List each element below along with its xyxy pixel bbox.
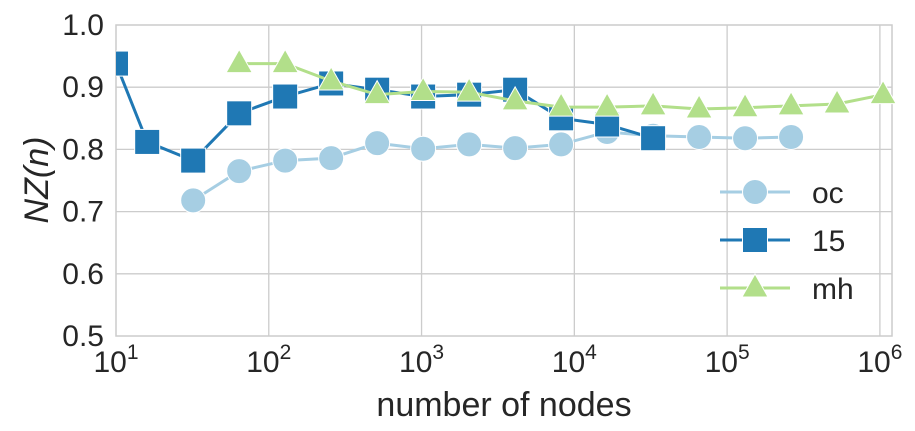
data-point-oc <box>686 123 713 150</box>
data-point-mh <box>363 79 392 105</box>
data-point-mh <box>547 92 575 117</box>
legend-marker-mh <box>741 272 769 298</box>
data-point-15 <box>640 125 667 152</box>
legend-item-mh: mh <box>720 272 854 306</box>
legend-label: 15 <box>812 225 845 258</box>
data-point-mh <box>455 77 483 102</box>
y-tick-label: 1.0 <box>62 9 104 42</box>
x-tick-label: 103 <box>399 341 444 379</box>
data-point-mh <box>409 76 437 102</box>
data-point-15 <box>116 50 129 77</box>
legend-item-oc: oc <box>720 177 844 210</box>
legend: oc 15 mh <box>720 177 854 306</box>
data-point-15 <box>226 100 253 127</box>
x-tick-label: 106 <box>857 341 902 379</box>
data-point-mh <box>731 92 759 118</box>
y-tick-label: 0.9 <box>62 71 104 104</box>
x-tick-labels: 101 102 103 104 105 106 <box>93 341 902 379</box>
data-point-mh <box>777 90 805 116</box>
data-point-mh <box>501 85 529 111</box>
data-point-15 <box>272 83 299 110</box>
data-point-oc <box>778 123 805 150</box>
data-point-oc <box>456 131 483 158</box>
legend-item-15: 15 <box>720 225 845 258</box>
data-point-mh <box>639 90 667 116</box>
legend-label: mh <box>812 273 854 306</box>
y-tick-labels: 0.5 0.6 0.7 0.8 0.9 1.0 <box>62 9 104 353</box>
x-axis-title: number of nodes <box>376 386 631 424</box>
data-point-oc <box>318 145 345 172</box>
y-axis-title: NZ(n) <box>18 137 56 224</box>
data-point-mh <box>823 88 851 114</box>
data-point-mh <box>685 93 713 119</box>
data-point-mh <box>225 48 254 74</box>
y-tick-label: 0.8 <box>62 133 104 166</box>
data-point-oc <box>180 187 207 214</box>
data-point-oc <box>410 135 437 162</box>
data-point-oc <box>732 125 759 152</box>
data-point-mh <box>317 65 346 91</box>
series-mh <box>225 48 897 119</box>
legend-marker-15 <box>742 227 768 253</box>
legend-marker-oc <box>742 179 768 205</box>
legend-label: oc <box>812 177 844 210</box>
data-point-oc <box>272 147 299 174</box>
x-tick-label: 104 <box>552 341 597 379</box>
data-point-mh <box>593 92 621 117</box>
series-layer <box>116 48 897 214</box>
data-point-mh <box>869 79 897 105</box>
data-point-oc <box>226 158 253 185</box>
y-tick-label: 0.5 <box>62 320 104 353</box>
x-tick-label: 105 <box>705 341 750 379</box>
data-point-oc <box>502 135 529 162</box>
data-point-15 <box>134 128 161 155</box>
data-point-mh <box>271 48 300 74</box>
x-tick-label: 102 <box>246 341 291 379</box>
x-tick-label: 101 <box>93 341 138 379</box>
y-tick-label: 0.6 <box>62 258 104 291</box>
data-point-oc <box>364 130 391 157</box>
y-tick-label: 0.7 <box>62 196 104 229</box>
data-point-15 <box>180 147 207 174</box>
data-point-oc <box>548 131 575 158</box>
